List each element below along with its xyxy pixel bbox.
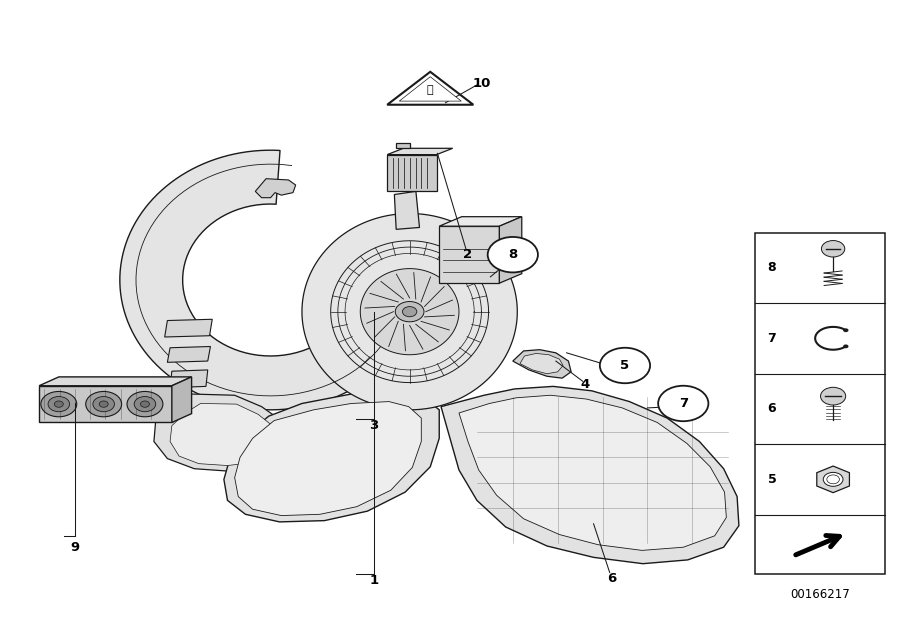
Circle shape	[140, 401, 149, 407]
Text: 10: 10	[472, 77, 490, 90]
Polygon shape	[441, 387, 739, 563]
Polygon shape	[154, 394, 289, 471]
Polygon shape	[172, 377, 192, 422]
Polygon shape	[170, 370, 208, 388]
Text: 5: 5	[620, 359, 629, 372]
Circle shape	[658, 386, 708, 421]
Polygon shape	[459, 395, 726, 550]
Text: ✋: ✋	[427, 85, 434, 95]
Circle shape	[824, 473, 843, 487]
Polygon shape	[167, 347, 211, 363]
Circle shape	[48, 396, 69, 411]
Polygon shape	[387, 72, 473, 105]
Text: 00166217: 00166217	[790, 588, 850, 602]
Polygon shape	[520, 354, 563, 374]
Circle shape	[134, 396, 156, 411]
Polygon shape	[396, 143, 410, 148]
Text: 3: 3	[369, 419, 378, 432]
Circle shape	[599, 348, 650, 384]
Bar	[755, 233, 886, 574]
Circle shape	[40, 391, 76, 417]
Circle shape	[402, 307, 417, 317]
Text: 4: 4	[580, 378, 590, 391]
Polygon shape	[256, 179, 296, 198]
Text: 1: 1	[369, 574, 378, 587]
Polygon shape	[39, 386, 172, 422]
Polygon shape	[302, 214, 518, 410]
Text: 7: 7	[768, 332, 777, 345]
Circle shape	[395, 301, 424, 322]
Text: 5: 5	[768, 473, 777, 486]
Circle shape	[843, 345, 849, 349]
Circle shape	[93, 396, 114, 411]
Text: 6: 6	[768, 403, 776, 415]
Text: 8: 8	[508, 248, 518, 261]
Polygon shape	[170, 403, 278, 466]
Polygon shape	[387, 155, 436, 191]
Text: 6: 6	[607, 572, 616, 585]
Polygon shape	[400, 77, 462, 101]
Circle shape	[86, 391, 122, 417]
Circle shape	[127, 391, 163, 417]
Polygon shape	[39, 377, 192, 386]
Circle shape	[843, 328, 849, 332]
Text: 9: 9	[70, 541, 79, 554]
Polygon shape	[120, 150, 405, 410]
Polygon shape	[165, 319, 212, 337]
Polygon shape	[513, 350, 572, 378]
Polygon shape	[387, 148, 453, 155]
Polygon shape	[394, 191, 419, 230]
FancyArrowPatch shape	[796, 536, 840, 555]
Text: 2: 2	[464, 248, 472, 261]
Text: 7: 7	[679, 397, 688, 410]
Polygon shape	[817, 466, 850, 493]
Polygon shape	[360, 268, 459, 355]
Circle shape	[822, 240, 845, 257]
Polygon shape	[439, 217, 522, 226]
Circle shape	[54, 401, 63, 407]
Polygon shape	[439, 226, 500, 283]
Polygon shape	[500, 217, 522, 283]
Circle shape	[827, 475, 840, 484]
Circle shape	[488, 237, 538, 272]
Text: 8: 8	[768, 261, 776, 274]
Circle shape	[821, 387, 846, 405]
Polygon shape	[235, 401, 421, 516]
Polygon shape	[224, 391, 439, 522]
Circle shape	[99, 401, 108, 407]
